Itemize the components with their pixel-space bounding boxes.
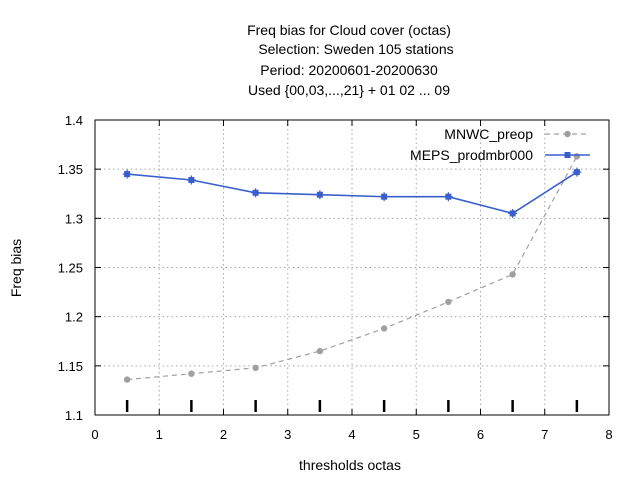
data-point-mnwc-preop: [380, 325, 388, 332]
series-line-mnwc-preop: [127, 156, 578, 381]
y-tick-label: 1.1: [65, 408, 83, 423]
y-tick-label: 1.4: [65, 113, 83, 128]
title-line-1: Freq bias for Cloud cover (octas): [247, 22, 451, 38]
series-layer: [122, 153, 582, 383]
data-point-mnwc-preop: [509, 271, 516, 278]
x-tick-label: 2: [220, 427, 227, 442]
threshold-marks: [125, 400, 579, 412]
chart-legend: MNWC_preop MEPS_prodmbr000: [410, 126, 590, 163]
legend-marker-meps-prodmbr000: [564, 152, 571, 158]
y-tick-label: 1.25: [58, 261, 83, 276]
legend-label-mnwc-preop: MNWC_preop: [444, 126, 533, 142]
chart-title: Freq bias for Cloud cover (octas) Select…: [247, 22, 454, 98]
y-tick-label: 1.3: [65, 211, 83, 226]
y-tick-label: 1.2: [65, 310, 83, 325]
data-point-mnwc-preop: [252, 364, 259, 371]
data-point-mnwc-preop: [123, 376, 131, 383]
x-tick-label: 0: [91, 427, 98, 442]
title-line-4: Used {00,03,...,21} + 01 02 ... 09: [248, 82, 450, 98]
x-tick-label: 4: [348, 427, 355, 442]
data-point-mnwc-preop: [188, 370, 195, 377]
x-tick-label: 5: [413, 427, 420, 442]
legend-entry-meps-prodmbr000: MEPS_prodmbr000: [410, 147, 590, 163]
plot-grid: [95, 120, 609, 415]
title-line-3: Period: 20200601-20200630: [260, 62, 438, 78]
series-line-meps-prodmbr000: [127, 171, 578, 215]
x-tick-label: 1: [156, 427, 163, 442]
legend-label-meps-prodmbr000: MEPS_prodmbr000: [410, 147, 533, 163]
x-axis-ticks: 0 1 2 3 4 5 6 7 8: [91, 120, 613, 442]
title-line-2: Selection: Sweden 105 stations: [258, 41, 453, 57]
data-point-mnwc-preop: [445, 298, 452, 306]
y-tick-label: 1.15: [58, 359, 83, 374]
x-tick-label: 8: [605, 427, 612, 442]
data-point-mnwc-preop: [316, 347, 324, 355]
legend-marker-mnwc-preop: [564, 130, 571, 138]
x-tick-label: 6: [477, 427, 484, 442]
y-tick-label: 1.35: [58, 162, 83, 177]
series-meps-prodmbr000: [122, 167, 582, 218]
data-point-mnwc-preop: [573, 153, 581, 160]
x-axis-label: thresholds octas: [299, 457, 401, 473]
series-mnwc-preop: [123, 153, 581, 383]
x-tick-label: 7: [541, 427, 548, 442]
x-tick-label: 3: [284, 427, 291, 442]
y-axis-ticks: 1.1 1.15 1.2 1.25 1.3 1.35 1.4: [58, 113, 609, 423]
y-axis-label: Freq bias: [8, 239, 24, 297]
legend-entry-mnwc-preop: MNWC_preop: [444, 126, 590, 142]
